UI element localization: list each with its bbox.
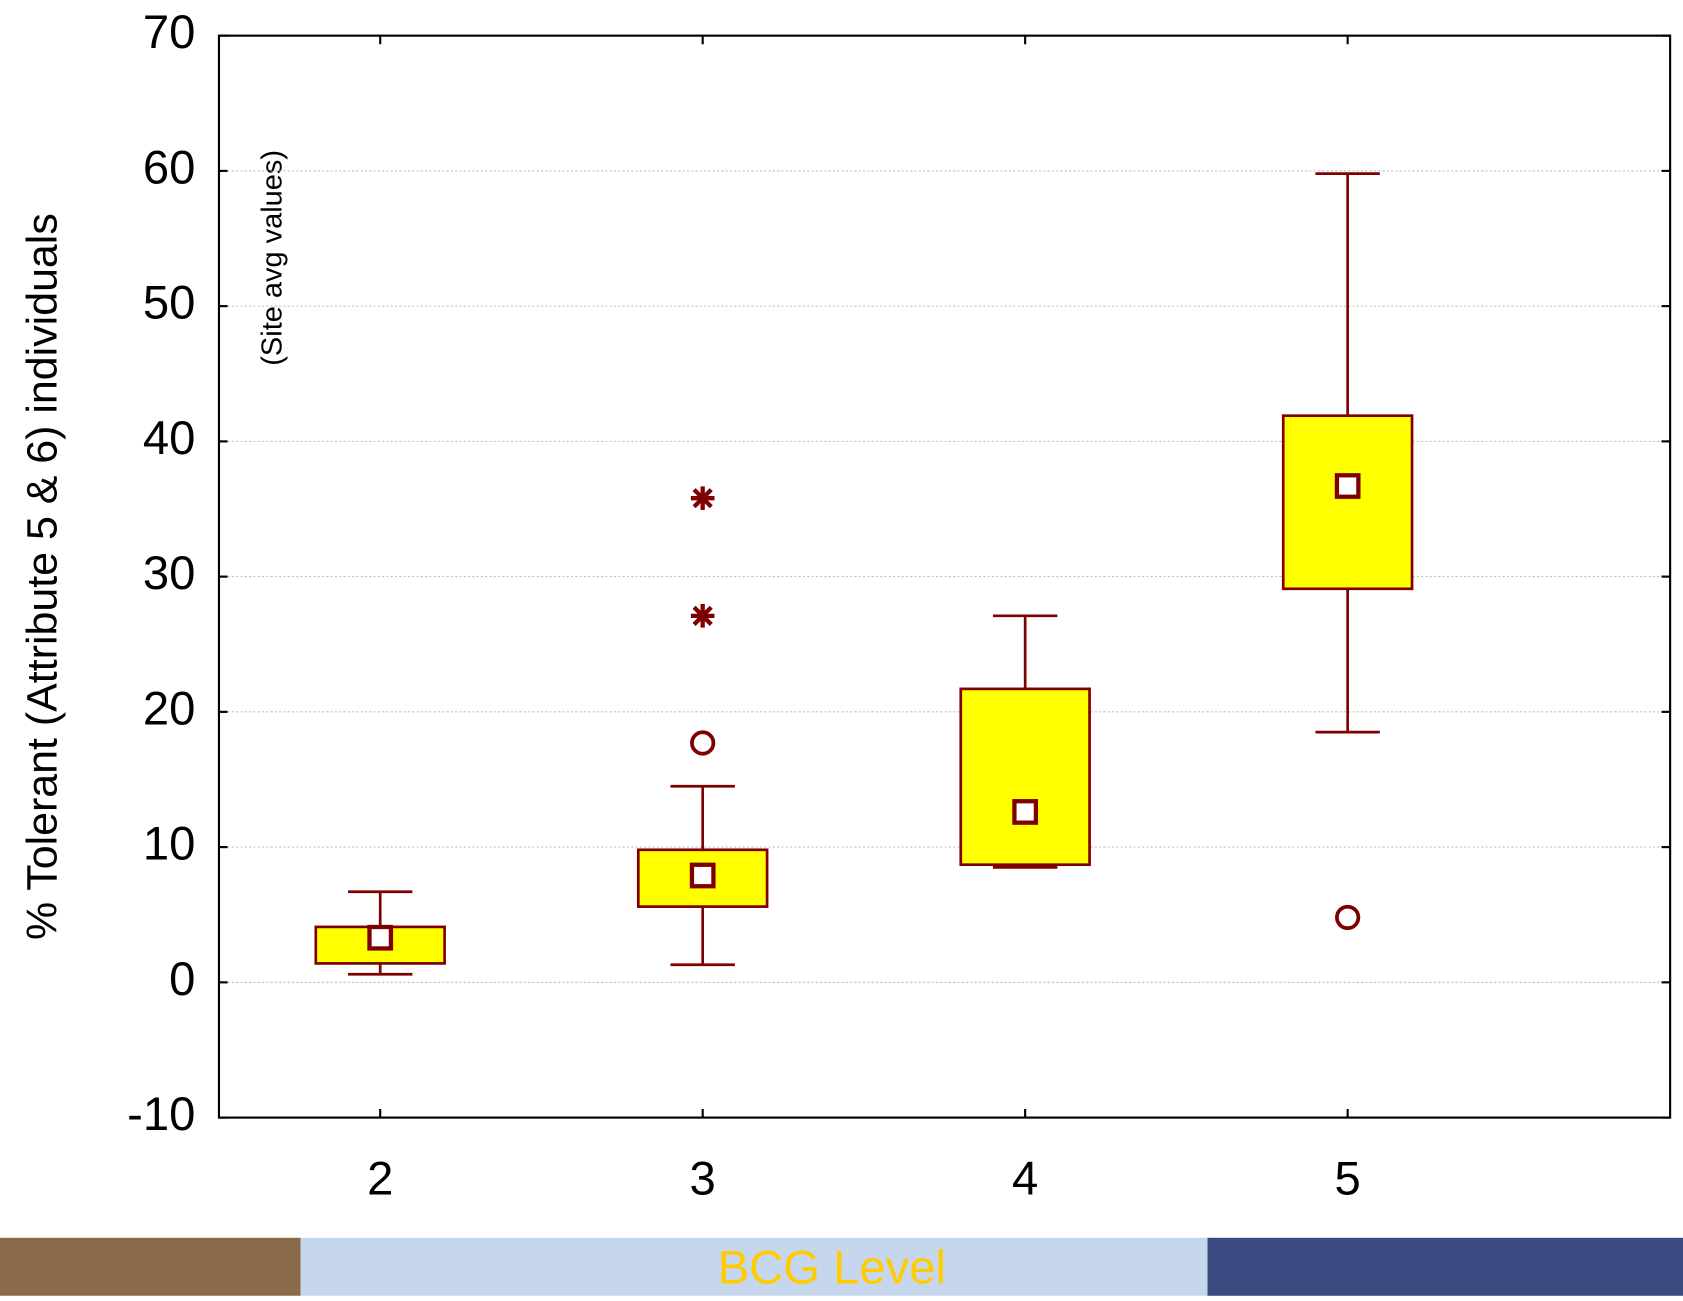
y-tick-label: 60 (143, 141, 196, 194)
extreme (691, 604, 715, 628)
y-tick-label: 0 (169, 953, 195, 1006)
y-tick-label: -10 (127, 1088, 195, 1141)
x-tick-label: 4 (1012, 1152, 1038, 1205)
y-tick-label: 70 (143, 6, 196, 59)
y-tick-label: 30 (143, 547, 196, 600)
annotation: (Site avg values) (256, 150, 288, 366)
outlier (1337, 907, 1358, 928)
median (692, 865, 713, 886)
x-tick-label: 2 (367, 1152, 393, 1205)
x-axis-title: BCG Level (718, 1242, 946, 1295)
chart: BCG Level % Tolerant (Attribute 5 & 6) i… (0, 0, 1683, 1296)
y-tick-label: 20 (143, 682, 196, 735)
box (1283, 416, 1412, 589)
y-tick-label: 10 (143, 818, 196, 871)
x-tick-label: 5 (1335, 1152, 1361, 1205)
extreme (691, 486, 715, 510)
y-tick-label: 50 (143, 277, 196, 330)
median (369, 927, 390, 948)
median (1014, 801, 1035, 822)
outlier (692, 732, 713, 753)
banner-dark (1208, 1238, 1683, 1296)
x-tick-label: 3 (690, 1152, 716, 1205)
y-axis-title: % Tolerant (Attribute 5 & 6) individuals (18, 213, 66, 940)
median (1337, 475, 1358, 496)
y-tick-label: 40 (143, 412, 196, 465)
banner-image (0, 1238, 301, 1296)
box (961, 689, 1090, 865)
